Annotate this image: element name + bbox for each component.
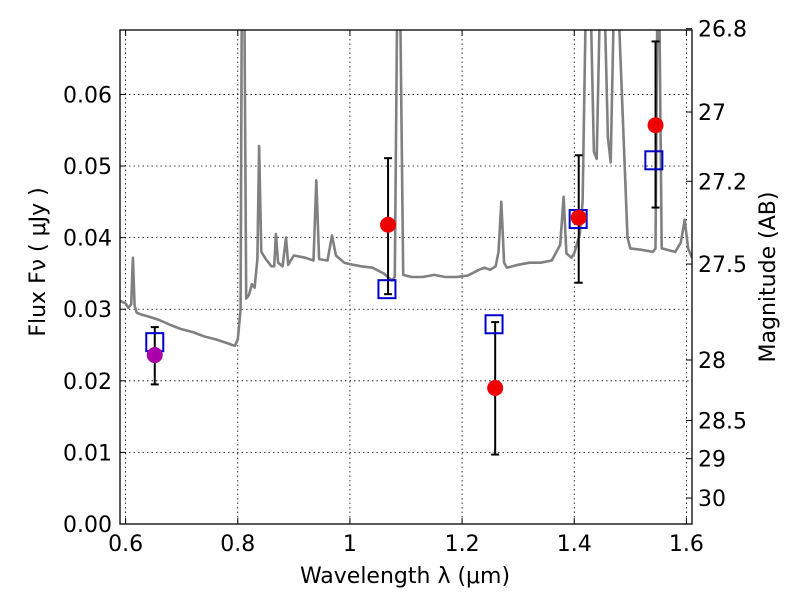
y-tick-label: 0.02: [63, 370, 112, 395]
y2-tick-label: 28.5: [698, 410, 747, 435]
x-tick-label: 1.2: [445, 532, 480, 557]
y2-tick-label: 28: [698, 349, 726, 374]
x-tick-label: 0.8: [220, 532, 255, 557]
axes: 0.6 0.8 1 1.2 1.4 1.6 0.00 0.01 0.02 0.03 0.04 0.05…: [63, 18, 747, 557]
x-axis-label: Wavelength λ (μm): [300, 564, 510, 589]
x-tick-label: 1: [343, 532, 357, 557]
y2-tick-label: 26.8: [698, 18, 747, 43]
y-tick-label: 0.04: [63, 227, 112, 252]
y-tick-label: 0.06: [63, 83, 112, 108]
y-tick-label: 0.01: [63, 441, 112, 466]
x-tick-label: 0.6: [108, 532, 143, 557]
data-layer: [120, 30, 692, 347]
observed-data-point: [570, 209, 587, 226]
plot-frame: [119, 29, 693, 525]
observed-data-point: [146, 347, 163, 364]
model-square-marker: [644, 150, 664, 171]
y2-tick-label: 27.2: [698, 170, 747, 195]
y-tick-label: 0.03: [63, 298, 112, 323]
model-square-marker: [377, 279, 397, 300]
model-square-marker: [484, 314, 504, 335]
observed-data-point: [647, 117, 664, 134]
y2-tick-label: 27.5: [698, 253, 747, 278]
y2-tick-label: 29: [698, 448, 726, 473]
x-tick-label: 1.4: [557, 532, 592, 557]
spectrum-line: [120, 30, 692, 347]
y-tick-label: 0.05: [63, 155, 112, 180]
data-markers: [145, 117, 664, 396]
y-axis-label: Flux Fν ( μJy ): [26, 187, 51, 336]
observed-data-point: [487, 379, 504, 396]
observed-data-point: [380, 216, 397, 233]
x-tick-label: 1.6: [669, 532, 704, 557]
y2-axis-label: Magnitude (AB): [756, 192, 781, 363]
y2-tick-label: 30: [698, 487, 726, 512]
y-tick-label: 0.00: [63, 513, 112, 538]
y2-tick-label: 27: [698, 101, 726, 126]
